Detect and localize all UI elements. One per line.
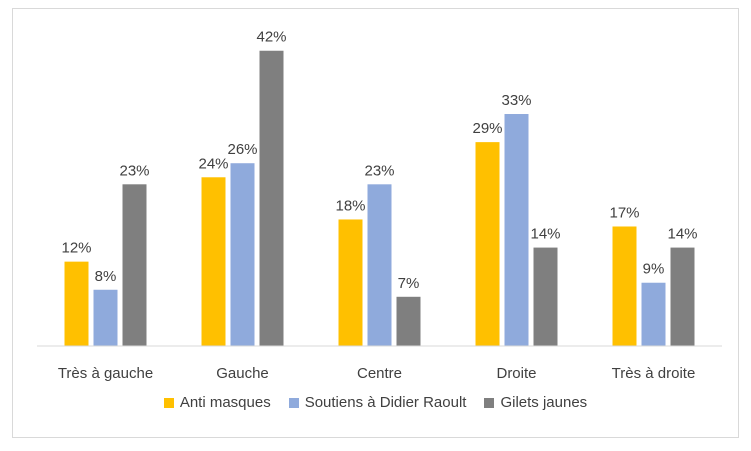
data-label-gilets-jaunes-droite: 14%: [530, 226, 560, 243]
legend-label-anti-masques: Anti masques: [179, 394, 271, 411]
legend-label-soutiens-raoult: Soutiens à Didier Raoult: [304, 394, 467, 411]
data-label-gilets-jaunes-gauche: 42%: [256, 29, 286, 46]
data-label-anti-masques-droite: 29%: [472, 120, 502, 137]
bar-soutiens-a-didier-raoult-tres-a-droite: [641, 282, 666, 346]
bar-gilets-jaunes-tres-a-gauche: [122, 184, 147, 346]
data-label-anti-masques-tres-a-gauche: 12%: [61, 240, 91, 257]
bar-soutiens-a-didier-raoult-gauche: [230, 163, 255, 346]
bar-anti-masques-centre: [338, 219, 363, 346]
bar-gilets-jaunes-tres-a-droite: [670, 247, 695, 346]
legend-item-soutiens-raoult: Soutiens à Didier Raoult: [288, 394, 467, 411]
legend-swatch-gilets-jaunes: [484, 397, 495, 408]
legend-item-anti-masques: Anti masques: [163, 394, 271, 411]
legend-swatch-soutiens-raoult: [288, 397, 299, 408]
bar-soutiens-a-didier-raoult-droite: [504, 114, 529, 346]
legend: Anti masques Soutiens à Didier Raoult Gi…: [0, 394, 751, 411]
data-label-soutiens-a-didier-raoult-centre: 23%: [364, 162, 394, 179]
data-label-soutiens-a-didier-raoult-tres-a-droite: 9%: [643, 261, 665, 278]
bars-layer: [64, 50, 695, 347]
category-label-centre: Centre: [357, 365, 402, 382]
bar-soutiens-a-didier-raoult-centre: [367, 184, 392, 346]
bar-gilets-jaunes-centre: [396, 296, 421, 346]
bar-anti-masques-tres-a-droite: [612, 226, 637, 346]
bar-anti-masques-gauche: [201, 177, 226, 346]
data-label-anti-masques-gauche: 24%: [198, 155, 228, 172]
category-label-gauche: Gauche: [216, 365, 269, 382]
bar-soutiens-a-didier-raoult-tres-a-gauche: [93, 289, 118, 346]
bar-gilets-jaunes-gauche: [259, 50, 284, 347]
data-label-anti-masques-tres-a-droite: 17%: [609, 204, 639, 221]
legend-label-gilets-jaunes: Gilets jaunes: [500, 394, 588, 411]
data-label-soutiens-a-didier-raoult-tres-a-gauche: 8%: [95, 268, 117, 285]
data-label-soutiens-a-didier-raoult-gauche: 26%: [227, 141, 257, 158]
data-label-gilets-jaunes-centre: 7%: [398, 275, 420, 292]
category-label-tres-a-gauche: Très à gauche: [58, 365, 153, 382]
bar-anti-masques-tres-a-gauche: [64, 261, 89, 346]
data-label-anti-masques-centre: 18%: [335, 197, 365, 214]
category-labels-layer: Très à gauche Gauche Centre Droite Très à dr…: [58, 365, 696, 382]
data-label-gilets-jaunes-tres-a-gauche: 23%: [119, 162, 149, 179]
category-label-droite: Droite: [496, 365, 536, 382]
legend-item-gilets-jaunes: Gilets jaunes: [484, 394, 587, 411]
data-label-gilets-jaunes-tres-a-droite: 14%: [667, 226, 697, 243]
category-label-tres-a-droite: Très à droite: [612, 365, 696, 382]
data-labels-layer: 12%8% 23% 24%26% 42% 18% 23% 7% 29% 33% 14% 17% 9% 1…: [61, 29, 697, 292]
bar-anti-masques-droite: [475, 142, 500, 346]
legend-swatch-anti-masques: [163, 397, 174, 408]
bar-gilets-jaunes-droite: [533, 247, 558, 346]
data-label-soutiens-a-didier-raoult-droite: 33%: [501, 92, 531, 109]
